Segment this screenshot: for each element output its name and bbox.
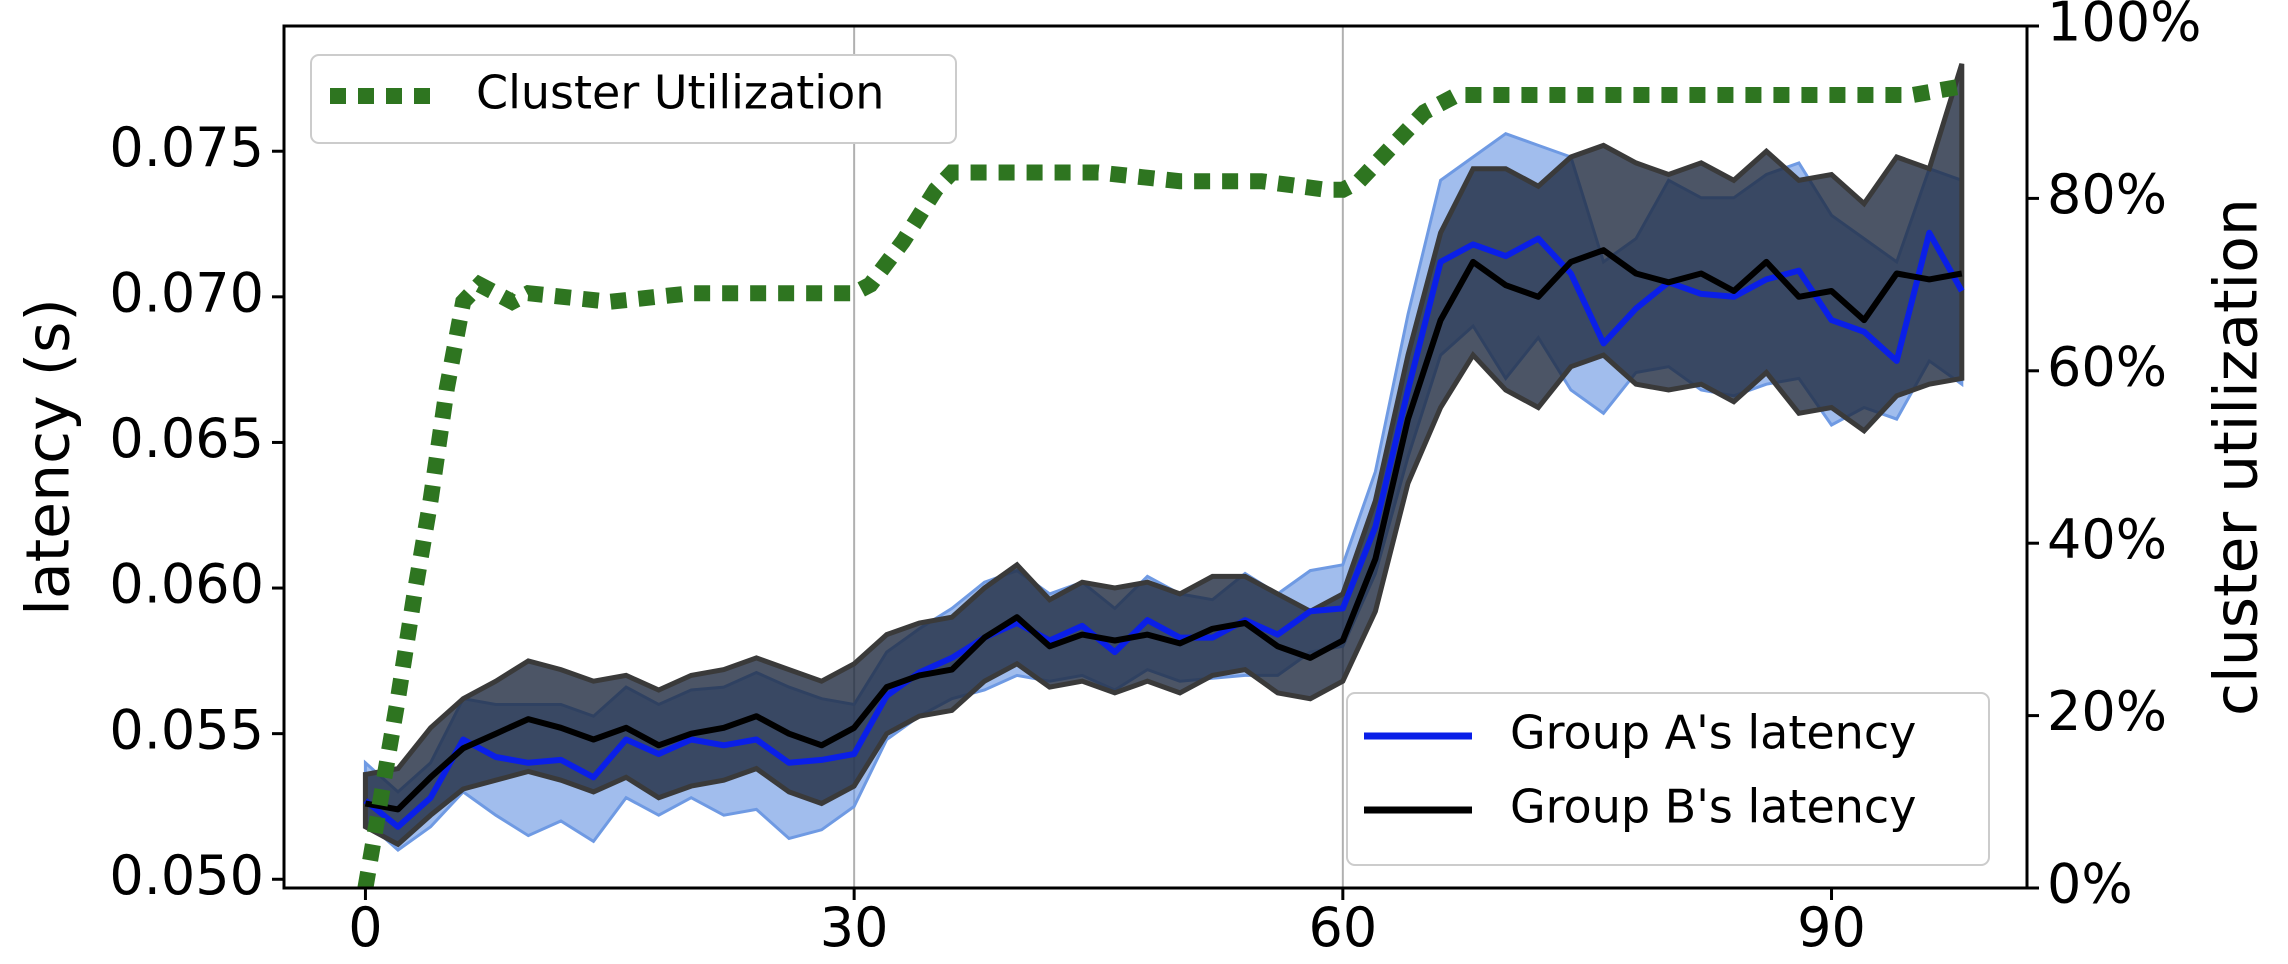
group-b-band (362, 63, 1965, 848)
legend-latency-box (1346, 692, 1990, 866)
x-tick-label: 60 (1308, 896, 1377, 959)
x-tick-label: 90 (1797, 896, 1866, 959)
legend-utilization: Cluster Utilization (310, 54, 957, 144)
y2-tick-label: 40% (2047, 508, 2167, 571)
axis-ticks: 0 30 60 90 0.050 0.055 0.060 0.065 0.070 0.075 0% 2… (109, 0, 2201, 959)
plot-frame (282, 24, 2029, 890)
legend-utilization-box (310, 54, 957, 144)
x-tick-label: 0 (348, 896, 382, 959)
y2-tick-label: 100% (2047, 0, 2201, 54)
y-tick-label: 0.050 (109, 844, 264, 907)
y-tick-label: 0.060 (109, 553, 264, 616)
x-tick-label: 30 (820, 896, 889, 959)
y2-tick-label: 20% (2047, 680, 2167, 743)
y-axis-label: latency (s) (14, 298, 84, 616)
y-tick-label: 0.055 (109, 698, 264, 761)
utilization-line (357, 78, 1964, 890)
y2-tick-label: 60% (2047, 335, 2167, 398)
y-tick-label: 0.065 (109, 407, 264, 470)
y-tick-label: 0.075 (109, 116, 264, 179)
legend-latency: Group A's latency Group B's latency (1346, 692, 1990, 866)
y2-tick-label: 0% (2047, 853, 2133, 916)
legend-group-a-label: Group A's latency (1510, 706, 1916, 760)
legend-utilization-label: Cluster Utilization (476, 66, 884, 120)
y-tick-label: 0.070 (109, 261, 264, 324)
series-lines (357, 78, 1965, 890)
confidence-bands (362, 63, 1965, 853)
y2-axis-label: cluster utilization (2202, 198, 2272, 716)
group-a-line (363, 229, 1965, 830)
group-b-line (364, 247, 1963, 813)
legend-group-b-label: Group B's latency (1510, 780, 1916, 834)
y2-tick-label: 80% (2047, 163, 2167, 226)
vertical-reference-lines (853, 26, 1344, 888)
